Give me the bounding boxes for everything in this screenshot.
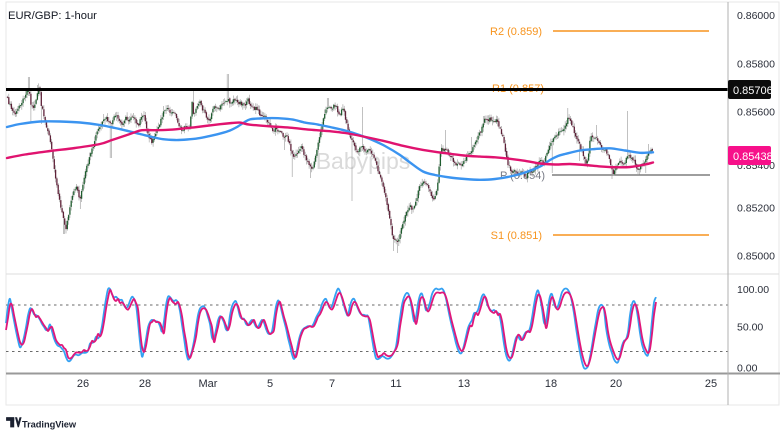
svg-text:20: 20 xyxy=(610,378,622,390)
svg-text:100.00: 100.00 xyxy=(737,284,769,296)
svg-text:26: 26 xyxy=(77,378,89,390)
svg-text:0.85438: 0.85438 xyxy=(733,151,773,163)
svg-text:18: 18 xyxy=(545,378,557,390)
svg-text:0.85800: 0.85800 xyxy=(737,59,775,71)
svg-text:28: 28 xyxy=(139,378,151,390)
svg-text:11: 11 xyxy=(390,378,401,390)
svg-text:0.85000: 0.85000 xyxy=(737,251,775,263)
svg-text:13: 13 xyxy=(458,378,470,390)
svg-text:0.85706: 0.85706 xyxy=(733,85,773,97)
svg-text:EUR/GBP: 1-hour: EUR/GBP: 1-hour xyxy=(8,10,97,22)
svg-text:TradingView: TradingView xyxy=(22,419,77,429)
svg-text:5: 5 xyxy=(267,378,273,390)
svg-text:7: 7 xyxy=(329,378,335,390)
svg-text:0.85600: 0.85600 xyxy=(737,107,775,119)
svg-text:25: 25 xyxy=(705,378,717,390)
svg-text:0.00: 0.00 xyxy=(737,363,758,375)
svg-text:R2 (0.859): R2 (0.859) xyxy=(490,26,542,38)
svg-text:S1 (0.851): S1 (0.851) xyxy=(491,230,542,242)
svg-text:0.85200: 0.85200 xyxy=(737,203,775,215)
svg-text:Mar: Mar xyxy=(199,378,218,390)
svg-text:0.86000: 0.86000 xyxy=(737,10,775,22)
svg-text:50.00: 50.00 xyxy=(737,322,763,334)
